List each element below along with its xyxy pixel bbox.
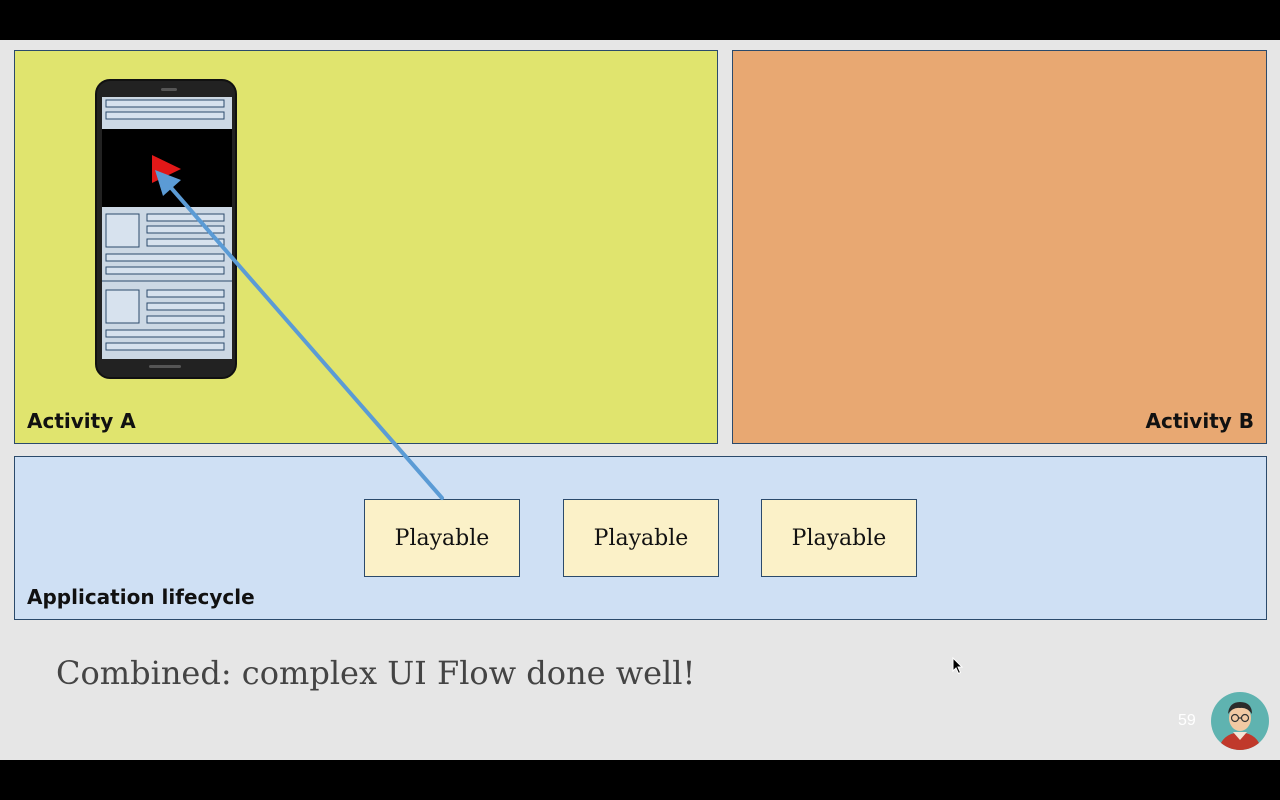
activity-b-box: Activity B bbox=[732, 50, 1267, 444]
playable-box[interactable]: Playable bbox=[563, 499, 719, 577]
playable-box[interactable]: Playable bbox=[364, 499, 520, 577]
activity-a-label: Activity A bbox=[27, 409, 136, 433]
activity-b-label: Activity B bbox=[1146, 409, 1254, 433]
playable-box[interactable]: Playable bbox=[761, 499, 917, 577]
avatar-icon[interactable] bbox=[1211, 692, 1269, 750]
slide: Activity A Activity B Playable Playable … bbox=[0, 40, 1280, 760]
activity-a-box: Activity A bbox=[14, 50, 718, 444]
application-lifecycle-box: Playable Playable Playable Application l… bbox=[14, 456, 1267, 620]
page-number: 59 bbox=[1178, 712, 1196, 730]
application-lifecycle-label: Application lifecycle bbox=[27, 585, 255, 609]
phone-icon bbox=[95, 79, 239, 381]
mouse-cursor-icon bbox=[952, 657, 964, 675]
slide-caption: Combined: complex UI Flow done well! bbox=[56, 654, 695, 692]
